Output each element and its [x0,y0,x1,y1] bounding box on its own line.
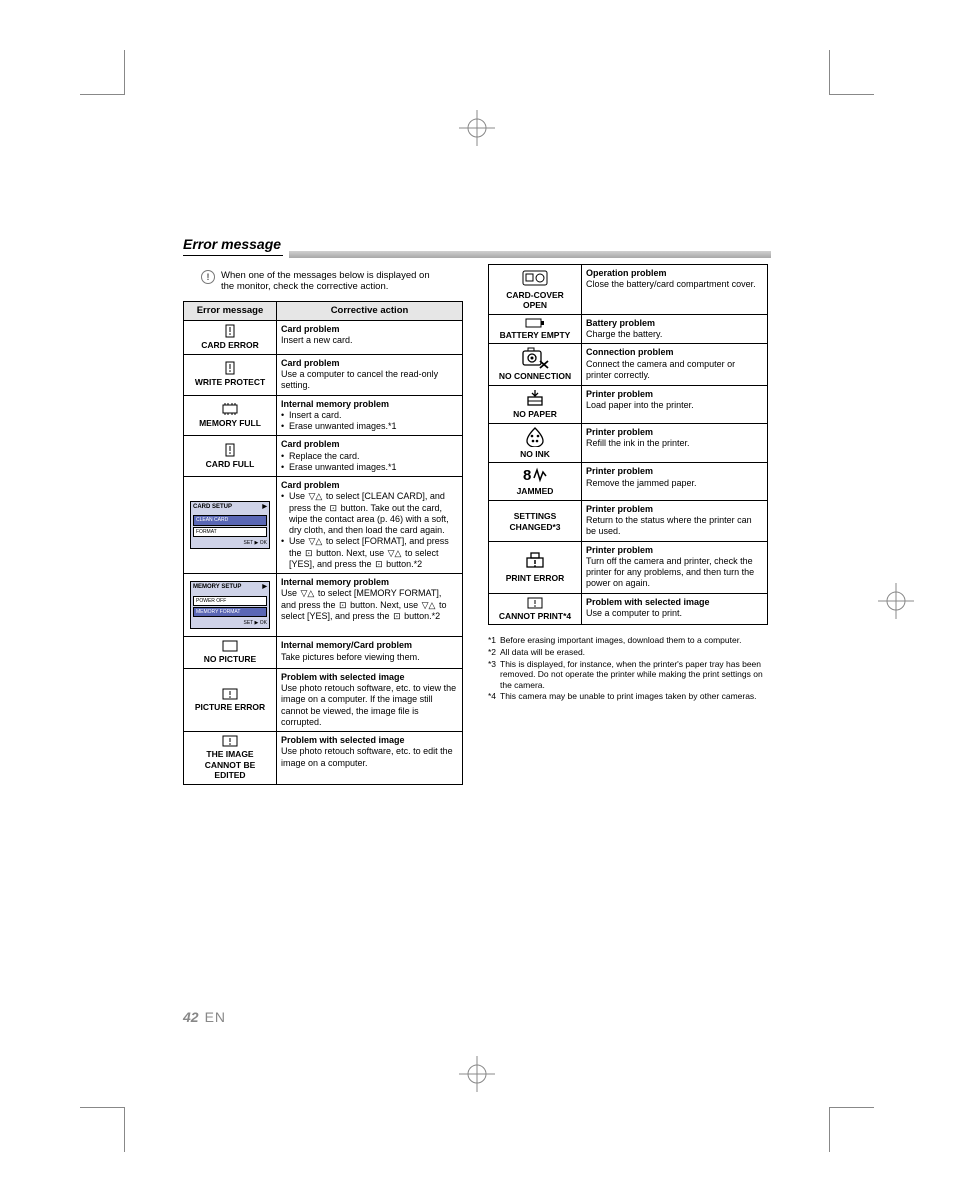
crop-mark [80,50,125,95]
memory-icon [188,402,272,416]
picture-error-icon [188,688,272,700]
footnotes: *1Before erasing important images, downl… [488,635,768,702]
heading-bar [289,251,771,258]
battery-icon [493,318,577,328]
no-connection-icon [493,347,577,369]
menu-screenshot: CARD SETUP▶ CLEAN CARD FORMAT SET ▶ OK [190,501,270,549]
table-row: WRITE PROTECT Card problemUse a computer… [184,354,463,395]
table-row: NO INK Printer problemRefill the ink in … [489,423,768,463]
error-table-right: CARD-COVER OPEN Operation problemClose t… [488,264,768,626]
registration-mark [459,1056,495,1092]
svg-text:8: 8 [523,467,531,484]
table-row: PRINT ERROR Printer problemTurn off the … [489,541,768,593]
picture-error-icon [493,597,577,609]
table-row: PICTURE ERROR Problem with selected imag… [184,668,463,731]
table-row: MEMORY FULL Internal memory problem •Ins… [184,395,463,436]
table-row: SETTINGS CHANGED*3 Printer problemReturn… [489,500,768,541]
page-number: 42EN [183,1009,226,1027]
th-action: Corrective action [277,302,463,321]
table-row: NO CONNECTION Connection problemConnect … [489,344,768,386]
table-row: THE IMAGE CANNOT BE EDITED Problem with … [184,732,463,785]
table-row: NO PAPER Printer problemLoad paper into … [489,386,768,424]
print-error-icon [493,551,577,571]
table-row: CARD FULL Card problem •Replace the card… [184,436,463,477]
registration-mark [459,110,495,146]
card-icon [188,443,272,457]
card-icon [188,324,272,338]
section-heading: Error message [183,236,283,258]
menu-screenshot: MEMORY SETUP▶ POWER OFF MEMORY FORMAT SE… [190,581,270,629]
intro-note: ! When one of the messages below is disp… [201,270,443,294]
crop-mark [829,1107,874,1152]
table-row: MEMORY SETUP▶ POWER OFF MEMORY FORMAT SE… [184,574,463,637]
picture-icon [188,640,272,652]
error-table-left: Error message Corrective action CARD ERR… [183,301,463,785]
card-icon [188,361,272,375]
jammed-icon: 8 [493,466,577,484]
note-icon: ! [201,270,215,284]
table-row: CARD SETUP▶ CLEAN CARD FORMAT SET ▶ OK C… [184,477,463,574]
no-paper-icon [493,389,577,407]
registration-mark [878,583,914,619]
table-row: CANNOT PRINT*4 Problem with selected ima… [489,593,768,625]
camera-icon [493,268,577,288]
th-error: Error message [184,302,277,321]
table-row: BATTERY EMPTY Battery problemCharge the … [489,314,768,344]
section-heading-row: Error message [183,236,771,264]
crop-mark [80,1107,125,1152]
crop-mark [829,50,874,95]
table-row: CARD ERROR Card problemInsert a new card… [184,321,463,355]
table-row: NO PICTURE Internal memory/Card problemT… [184,637,463,669]
picture-error-icon [188,735,272,747]
table-row: CARD-COVER OPEN Operation problemClose t… [489,264,768,314]
table-row: 8 JAMMED Printer problemRemove the jamme… [489,463,768,501]
no-ink-icon [493,427,577,447]
